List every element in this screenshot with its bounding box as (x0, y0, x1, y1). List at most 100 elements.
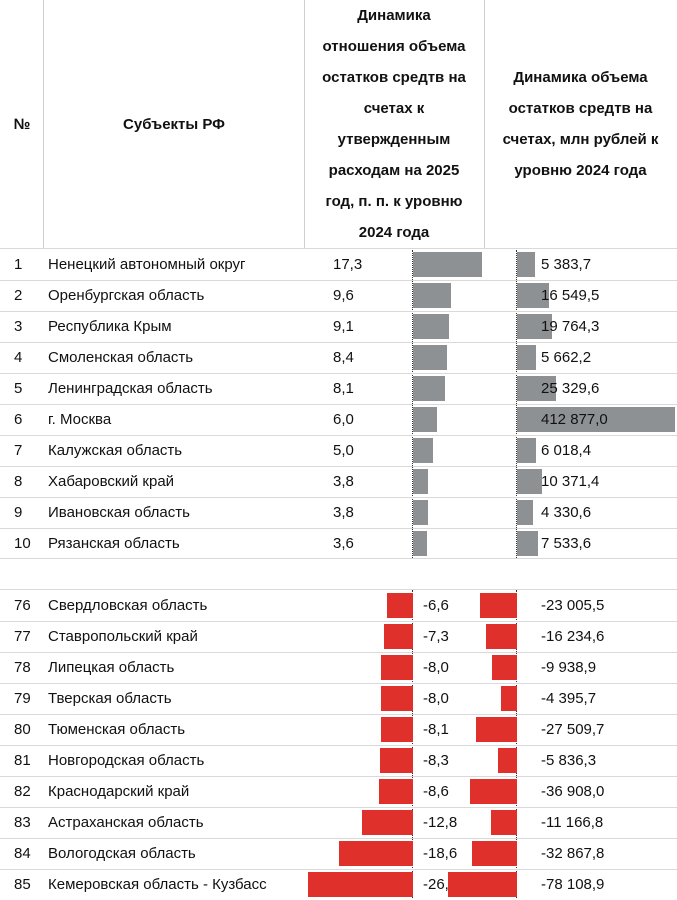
ratio-value: 3,8 (333, 504, 354, 521)
region-name: Рязанская область (48, 535, 180, 552)
volume-value: 4 330,6 (541, 504, 592, 521)
volume-value: -16 234,6 (541, 628, 605, 645)
ratio-value: 8,1 (333, 380, 354, 397)
ratio-value: -8,6 (423, 783, 449, 800)
volume-bar (517, 531, 539, 556)
region-name: Тюменская область (48, 721, 186, 738)
ratio-value: -12,8 (423, 814, 458, 831)
row-number: 81 (14, 752, 31, 769)
header-text: Динамика объема остатков средтв на счетах,… (503, 62, 659, 186)
row-number: 5 (14, 380, 23, 397)
ratio-bar (381, 655, 413, 680)
header-ratio-dynamics: Динамика отношения объема остатков средтв … (304, 0, 484, 248)
region-name: Калужская область (48, 442, 183, 459)
header-line: год, п. п. к уровню (325, 193, 463, 210)
table-row: 78 Липецкая область -8,0 -9 938,9 (0, 652, 677, 683)
volume-value: 5 662,2 (541, 349, 592, 366)
row-number: 82 (14, 783, 31, 800)
ratio-value: -8,0 (423, 690, 449, 707)
table-row: 84 Вологодская область -18,6 -32 867,8 (0, 838, 677, 869)
table-row: 81 Новгородская область -8,3 -5 836,3 (0, 745, 677, 776)
table-row: 3 Республика Крым 9,1 19 764,3 (0, 311, 677, 342)
ratio-value: 9,6 (333, 287, 354, 304)
ratio-bar (378, 779, 413, 804)
table-row: 83 Астраханская область -12,8 -11 166,8 (0, 807, 677, 838)
row-number: 1 (14, 256, 23, 273)
row-divider (0, 558, 677, 559)
row-number: 3 (14, 318, 23, 335)
region-name: Ленинградская область (48, 380, 213, 397)
table-row: 85 Кемеровская область - Кузбасс -26,2 -78 … (0, 869, 677, 900)
volume-value: -27 509,7 (541, 721, 605, 738)
volume-value: 412 877,0 (541, 411, 608, 428)
volume-value: -9 938,9 (541, 659, 597, 676)
volume-bar (517, 407, 675, 432)
region-name: Свердловская область (48, 597, 208, 614)
table-row: 80 Тюменская область -8,1 -27 509,7 (0, 714, 677, 745)
row-divider (0, 435, 677, 436)
ratio-value: 3,8 (333, 473, 354, 490)
ratio-bar (379, 748, 413, 773)
table-row: 76 Свердловская область -6,6 -23 005,5 (0, 590, 677, 621)
ratio-bar (413, 376, 446, 401)
volume-value: -11 166,8 (541, 814, 604, 831)
row-divider (0, 528, 677, 529)
volume-bar (517, 283, 549, 308)
ratio-bar (338, 841, 413, 866)
volume-bar (498, 748, 517, 773)
ratio-value: 5,0 (333, 442, 354, 459)
ratio-value: 6,0 (333, 411, 354, 428)
ratio-value: 17,3 (333, 256, 363, 273)
row-number: 76 (14, 597, 31, 614)
row-number: 84 (14, 845, 31, 862)
volume-bar (517, 314, 552, 339)
table-row: 8 Хабаровский край 3,8 10 371,4 (0, 466, 677, 497)
volume-value: 10 371,4 (541, 473, 600, 490)
ratio-bar (381, 686, 413, 711)
row-number: 10 (14, 535, 31, 552)
ratio-value: -7,3 (423, 628, 449, 645)
region-name: Оренбургская область (48, 287, 205, 304)
row-divider (0, 869, 677, 870)
row-number: 85 (14, 876, 31, 893)
header-line: счетах, млн рублей к (502, 131, 659, 148)
region-name: Новгородская область (48, 752, 205, 769)
ratio-bar (413, 531, 428, 556)
ratio-bottom-axis (412, 590, 413, 898)
ratio-bar (413, 469, 429, 494)
row-divider (0, 497, 677, 498)
header-text: Динамика отношения объема остатков средтв … (322, 0, 466, 248)
ratio-value: -8,1 (423, 721, 449, 738)
ratio-value: 9,1 (333, 318, 354, 335)
ratio-bar (361, 810, 413, 835)
volume-bar (469, 779, 517, 804)
header-line: уровню 2024 года (514, 162, 647, 179)
row-number: 4 (14, 349, 23, 366)
volume-bar (517, 376, 557, 401)
header-line: расходам на 2025 (328, 162, 460, 179)
ratio-value: -18,6 (423, 845, 458, 862)
region-name: Ненецкий автономный округ (48, 256, 246, 273)
ratio-value: 8,4 (333, 349, 354, 366)
volume-bar (476, 717, 517, 742)
row-number: 77 (14, 628, 31, 645)
table-row: 4 Смоленская область 8,4 5 662,2 (0, 342, 677, 373)
volume-bar (492, 655, 517, 680)
volume-bar (491, 810, 517, 835)
volume-bottom-axis (516, 590, 517, 898)
ratio-value: -8,3 (423, 752, 449, 769)
ratio-bar (380, 717, 413, 742)
header-num: № (13, 115, 31, 133)
row-number: 79 (14, 690, 31, 707)
row-divider (0, 589, 677, 590)
volume-value: -36 908,0 (541, 783, 605, 800)
row-divider (0, 776, 677, 777)
region-name: Ставропольский край (48, 628, 198, 645)
row-number: 80 (14, 721, 31, 738)
region-name: Смоленская область (48, 349, 194, 366)
region-name: г. Москва (48, 411, 112, 428)
ratio-bar (386, 593, 413, 618)
row-divider (0, 838, 677, 839)
region-name: Хабаровский край (48, 473, 175, 490)
